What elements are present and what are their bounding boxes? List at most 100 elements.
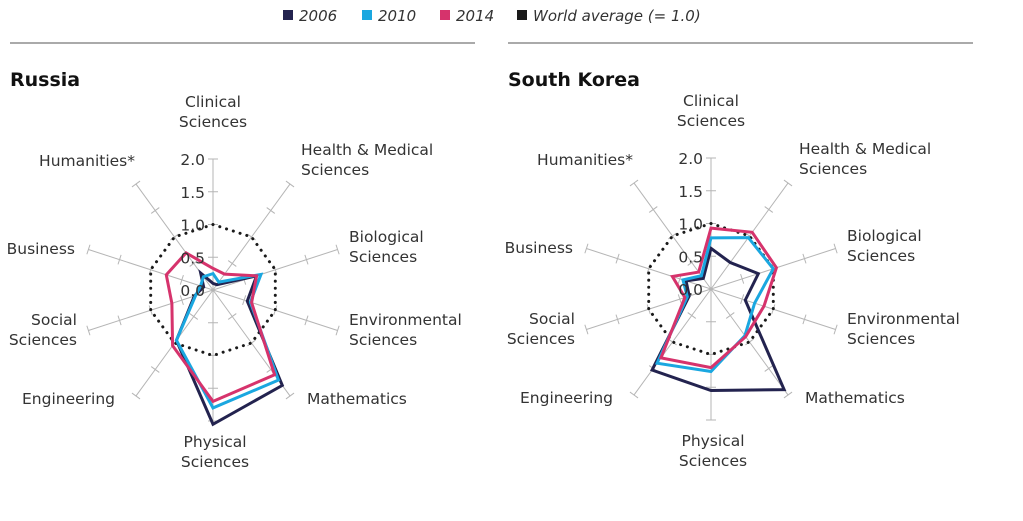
axis-tick [131,180,141,188]
axis-tick [86,244,91,255]
series-2010 [654,236,776,374]
axis-label: Mathematics [307,390,407,408]
axis-tick [833,243,838,254]
axis-label-line: Sciences [507,330,575,348]
axis-tick [740,273,745,284]
axis-tick [802,314,807,325]
tick-label: 2.0 [180,151,205,169]
axis-label-line: Business [505,239,573,257]
axis-label-line: Sciences [847,247,915,265]
axis-tick [86,325,91,336]
tick-label: 1.0 [678,216,703,234]
axis-label: Social Sciences [507,310,575,348]
axis-label-line: Humanities* [537,151,633,169]
axis-label-line: Sciences [677,112,745,130]
axis-tick [335,244,340,255]
series-2014 [658,226,779,370]
axis-label: Mathematics [805,389,905,407]
axis-label: Health & Medical Sciences [799,140,931,178]
axis-tick [740,294,745,305]
axis-label: Clinical Sciences [677,92,745,130]
legend-item: 2014 [440,7,494,25]
legend-swatch [517,10,527,20]
axis-label: Environmental Sciences [847,310,960,348]
tick-label: 1.5 [180,184,205,202]
axis-tick [783,179,793,187]
axis-tick [227,260,237,267]
legend-label: World average (= 1.0) [533,7,701,25]
legend-swatch [283,10,293,20]
axis-tick [242,295,247,306]
axis-tick [615,314,620,325]
axis-tick [304,315,309,326]
axis-label-line: Sciences [301,161,369,179]
axis-tick [179,295,184,306]
axis-tick [179,274,184,285]
axis-tick [150,207,160,214]
axis-label-line: Sciences [799,160,867,178]
tick-label: 0.0 [678,281,703,299]
axis-tick [629,179,639,187]
legend-label: 2006 [299,7,337,25]
axis-label-line: Social [31,311,77,329]
chart-title: South Korea [508,69,640,91]
axis-tick [725,312,735,319]
axis-label-line: Mathematics [307,390,407,408]
axis-tick [335,325,340,336]
axis-tick [150,366,160,373]
axis-label: Humanities* [39,152,135,170]
axis-label-line: Engineering [22,390,115,408]
series-2010 [174,271,281,410]
axis-label-line: Business [7,240,75,258]
axis-tick [227,313,237,320]
axis-label: Physical Sciences [679,432,747,470]
series-2014 [164,251,277,404]
axis-label-line: Sciences [181,453,249,471]
radar-chart-south-korea: South Korea 0.0 0.5 1.0 1.5 2.0 Clinical Scienc… [505,69,960,470]
axis-tick [648,206,658,213]
axis-label: Physical Sciences [181,433,249,471]
axis-label: Business [7,240,75,258]
axis-label: Clinical Sciences [179,93,247,131]
axis-label: Engineering [520,389,613,407]
axis-tick [615,253,620,264]
axis-tick [285,392,295,400]
tick-label: 1.0 [180,217,205,235]
axis-label-line: Engineering [520,389,613,407]
axis-label-line: Sciences [9,331,77,349]
axis-label-line: Sciences [349,248,417,266]
axis-label: Social Sciences [9,311,77,349]
axis-label-line: Biological [847,227,922,245]
legend-swatch [440,10,450,20]
axis-tick [189,260,199,267]
axis-label: Biological Sciences [847,227,922,265]
axis-label: Engineering [22,390,115,408]
axis-label-line: Social [529,310,575,328]
axis-tick [584,324,589,335]
axis-tick [783,391,793,399]
legend-item: 2010 [362,7,416,25]
tick-label: 0.5 [678,248,703,266]
axis-tick [266,207,276,214]
axis-label: Biological Sciences [349,228,424,266]
axis-tick [687,259,697,266]
chart-title: Russia [10,69,80,91]
axis-label-line: Clinical [683,92,739,110]
series-2006 [649,245,787,393]
axis-label-line: Humanities* [39,152,135,170]
axis-tick [584,243,589,254]
legend-label: 2010 [378,7,416,25]
legend-item: 2006 [283,7,337,25]
axis-tick [285,180,295,188]
axis-label-line: Environmental [349,311,462,329]
axis-label-line: Sciences [847,330,915,348]
axis-label: Health & Medical Sciences [301,141,433,179]
axis-label-line: Sciences [179,113,247,131]
axis-label-line: Mathematics [805,389,905,407]
axis-label-line: Environmental [847,310,960,328]
axis-label-line: Health & Medical [301,141,433,159]
tick-label: 0.0 [180,282,205,300]
